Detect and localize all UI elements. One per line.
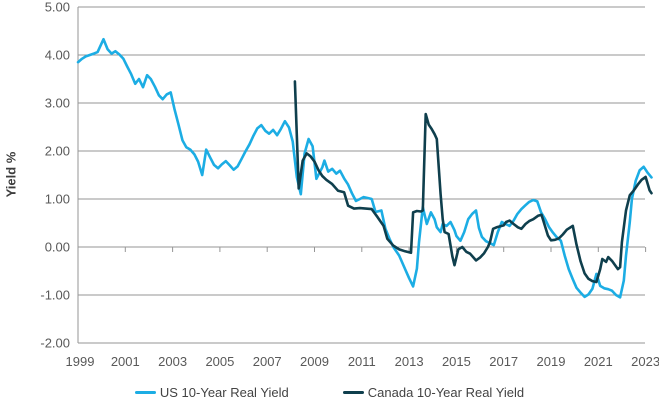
legend-item-canada: Canada 10-Year Real Yield [342,385,525,400]
legend: US 10-Year Real Yield Canada 10-Year Rea… [0,385,659,400]
y-tick-labels: 5.00 4.00 3.00 2.00 1.00 0.00 -1.00 -2.00 [40,0,70,351]
canada-line-swatch [342,391,364,394]
y-tick-label: 0.00 [45,240,70,255]
x-tick-label: 2015 [442,354,471,369]
y-tick-label: 3.00 [45,96,70,111]
y-tick-label: 2.00 [45,144,70,159]
legend-label-canada: Canada 10-Year Real Yield [367,385,525,400]
x-tick-label: 2011 [348,354,376,369]
x-tick-label: 1999 [66,354,95,369]
y-gridlines [78,6,645,344]
x-tick-labels: 1999 2001 2003 2005 2007 2009 2011 2013 2015 2017… [66,354,659,369]
x-tick-label: 2007 [253,354,282,369]
y-tick-label: 4.00 [45,48,70,63]
legend-item-us: US 10-Year Real Yield [134,385,289,400]
x-tick-label: 2001 [111,354,140,369]
y-tick-label: -1.00 [40,288,70,303]
x-tick-label: 2019 [537,354,566,369]
x-tick-label: 2003 [158,354,187,369]
y-tick-label: 5.00 [45,0,70,15]
x-tick-label: 2009 [300,354,329,369]
y-tick-label: -2.00 [40,336,70,351]
us-series-line [76,37,653,299]
x-tick-label: 2021 [584,354,613,369]
y-tick-label: 1.00 [45,192,70,207]
us-line-swatch [134,391,156,394]
legend-label-us: US 10-Year Real Yield [159,385,289,400]
x-axis-ticks [124,247,647,252]
x-tick-label: 2017 [489,354,518,369]
x-tick-label: 2023 [631,354,659,369]
canada-series-line [293,80,653,284]
x-tick-label: 2013 [395,354,424,369]
x-tick-label: 2005 [205,354,234,369]
